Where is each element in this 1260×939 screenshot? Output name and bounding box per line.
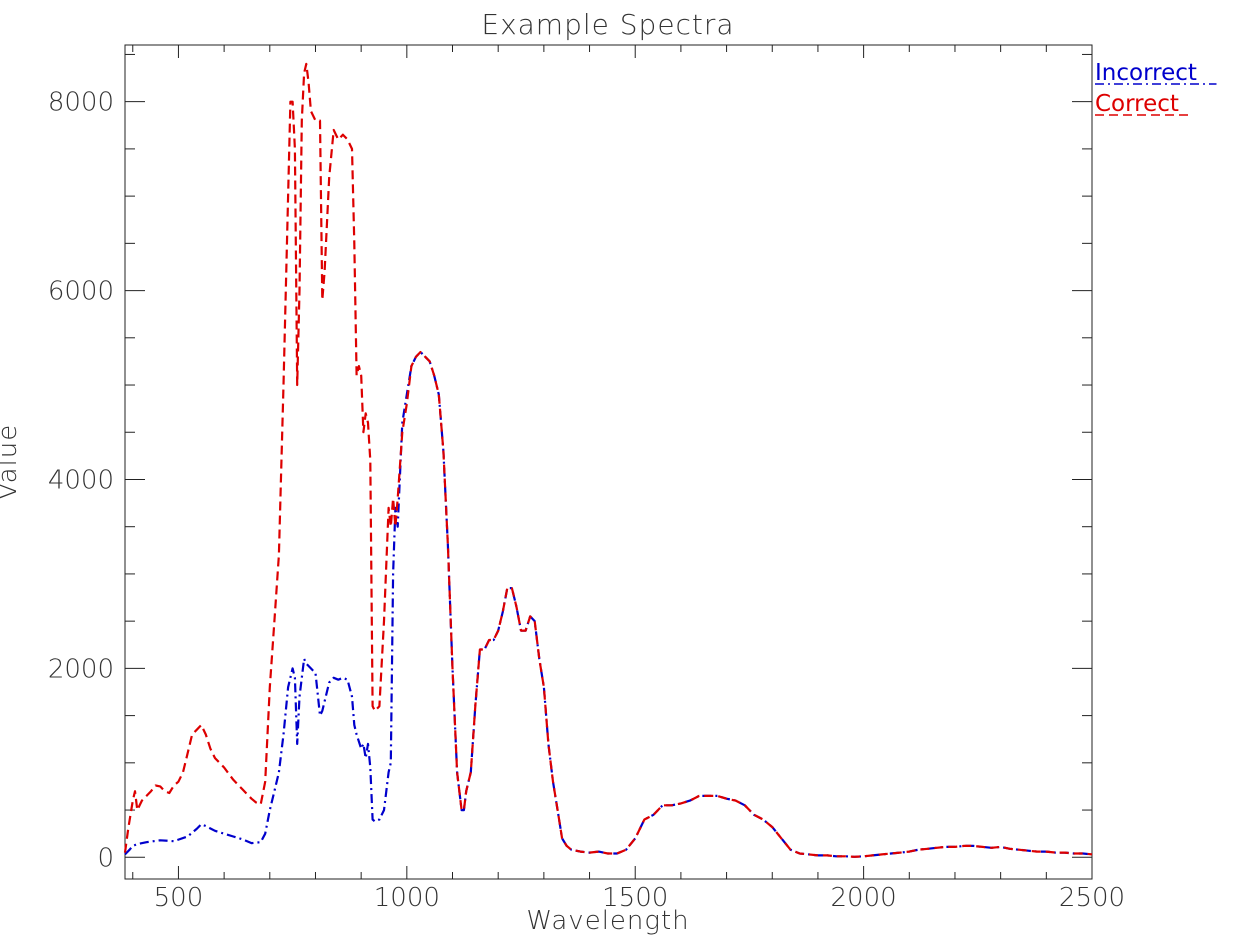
- y-tick-label: 6000: [48, 277, 114, 307]
- x-tick-label: 2500: [1059, 883, 1125, 913]
- legend-label-incorrect: Incorrect: [1095, 60, 1197, 86]
- x-tick-label: 1500: [602, 883, 668, 913]
- x-tick-label: 500: [154, 883, 204, 913]
- series-layer: [123, 62, 1093, 858]
- x-axis-label: Wavelength: [526, 906, 689, 936]
- plot-frame: [124, 44, 1093, 880]
- axis-ticks: 500 1000 1500 2000 2500 0 2000 4000 6000 8000: [48, 45, 1125, 913]
- series-line-incorrect: [124, 350, 1093, 858]
- x-tick-label: 2000: [831, 883, 897, 913]
- y-tick-label: 2000: [48, 654, 114, 684]
- legend: Incorrect Correct: [1095, 60, 1217, 117]
- legend-label-correct: Correct: [1095, 91, 1179, 117]
- y-tick-label: 4000: [48, 465, 114, 495]
- series-line-correct: [123, 62, 1093, 858]
- x-tick-label: 1000: [374, 883, 440, 913]
- y-tick-label: 0: [97, 843, 114, 873]
- y-tick-label: 8000: [48, 88, 114, 118]
- y-axis-label: Value: [0, 424, 23, 500]
- chart-title: Example Spectra: [481, 8, 734, 41]
